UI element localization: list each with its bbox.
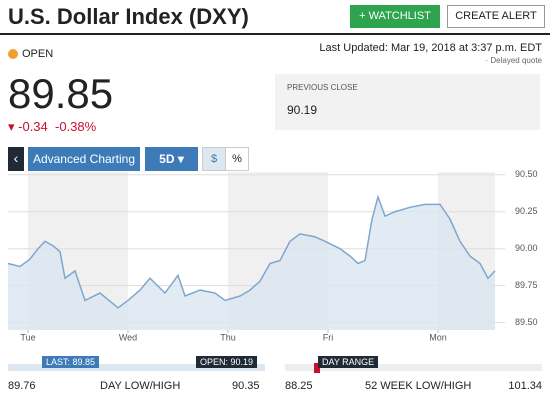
y-tick-label: 89.50: [515, 317, 538, 327]
price: 89.85: [8, 70, 114, 117]
week-range-bar: [285, 364, 542, 371]
week-low: 88.25: [285, 380, 313, 392]
change-value: -0.34: [18, 119, 48, 134]
week-marker: [314, 363, 320, 373]
change-percent: -0.38%: [55, 119, 97, 134]
y-tick-label: 89.75: [515, 280, 538, 290]
previous-close-label: PREVIOUS CLOSE: [287, 83, 358, 92]
x-tick-label: Wed: [119, 332, 137, 342]
x-tick-label: Tue: [20, 332, 35, 342]
previous-close-value: 90.19: [287, 103, 318, 117]
x-tick-label: Thu: [220, 332, 236, 342]
sun-icon: [8, 49, 18, 59]
y-tick-label: 90.00: [515, 243, 538, 253]
day-high: 90.35: [232, 380, 260, 392]
watchlist-button[interactable]: + WATCHLIST: [350, 5, 440, 28]
alert-button[interactable]: CREATE ALERT: [447, 5, 545, 28]
day-range-badge: DAY RANGE: [318, 356, 379, 368]
area: [8, 196, 495, 330]
advanced-charting[interactable]: Advanced Charting: [28, 147, 140, 171]
last-badge: LAST: 89.85: [42, 356, 100, 368]
x-tick-label: Fri: [323, 332, 334, 342]
change: ▾ -0.34 -0.38%: [8, 119, 97, 134]
delayed: · Delayed quote: [485, 56, 542, 65]
last-updated: Last Updated: Mar 19, 2018 at 3:37 p.m. …: [319, 42, 542, 54]
chart: 89.50 89.75 90.00 90.25 90.50 Tue Wed Thu Fri Mon: [7, 169, 538, 342]
percent-toggle[interactable]: %: [225, 147, 249, 171]
week-high: 101.34: [508, 380, 542, 392]
range-value: 5D: [159, 152, 175, 166]
day-label: DAY LOW/HIGH: [100, 380, 181, 392]
dollar-toggle[interactable]: $: [202, 147, 226, 171]
range-select[interactable]: 5D ▾: [145, 147, 198, 171]
day-low: 89.76: [8, 380, 36, 392]
day-range-bar: [8, 364, 265, 371]
status: OPEN: [22, 48, 54, 60]
open-badge: OPEN: 90.19: [196, 356, 258, 368]
line: [7, 194, 496, 309]
back-button[interactable]: ‹: [8, 147, 24, 171]
divider: [0, 33, 550, 35]
previous-close-box: PREVIOUS CLOSE 90.19: [275, 74, 540, 130]
y-tick-label: 90.25: [515, 206, 538, 216]
title: U.S. Dollar Index (DXY): [8, 4, 249, 29]
y-tick-label: 90.50: [515, 169, 538, 179]
x-tick-label: Mon: [429, 332, 447, 342]
week-label: 52 WEEK LOW/HIGH: [365, 380, 472, 392]
